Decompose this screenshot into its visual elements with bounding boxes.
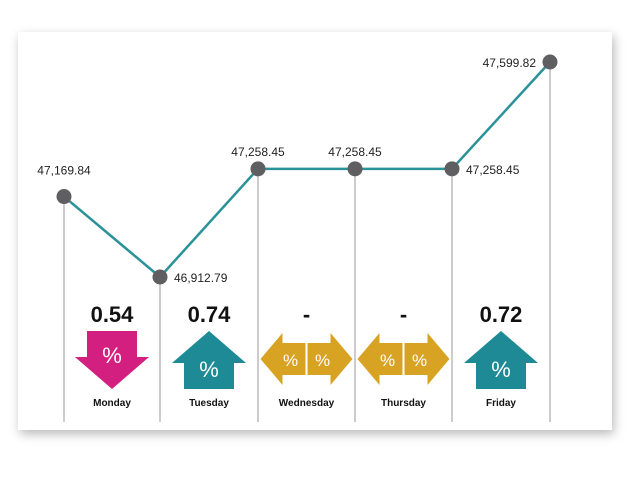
change-value-tuesday: 0.74 [188, 302, 232, 327]
up-arrow-icon [464, 331, 538, 389]
data-point-0 [56, 189, 72, 205]
percent-symbol-icon: % [102, 343, 122, 368]
day-label-friday: Friday [486, 398, 516, 409]
change-value-thursday: - [400, 302, 407, 327]
percent-symbol-icon: % [412, 351, 427, 370]
data-point-3 [347, 161, 363, 177]
percent-symbol-icon: % [315, 351, 330, 370]
value-label-4: 47,258.45 [466, 163, 520, 177]
value-label-0: 47,169.84 [37, 164, 91, 178]
data-point-1 [152, 269, 168, 285]
change-value-monday: 0.54 [91, 302, 135, 327]
right-arrow-icon [404, 333, 450, 385]
value-label-2: 47,258.45 [231, 145, 285, 159]
value-label-1: 46,912.79 [174, 271, 228, 285]
day-label-monday: Monday [93, 398, 131, 409]
change-value-friday: 0.72 [480, 302, 523, 327]
up-arrow-icon [172, 331, 246, 389]
right-arrow-icon [307, 333, 353, 385]
percent-symbol-icon: % [380, 351, 395, 370]
down-arrow-icon [75, 331, 149, 389]
value-label-3: 47,258.45 [328, 145, 382, 159]
change-value-wednesday: - [303, 302, 310, 327]
left-arrow-icon [260, 333, 306, 385]
day-label-thursday: Thursday [381, 398, 426, 409]
percent-symbol-icon: % [199, 357, 219, 382]
day-label-tuesday: Tuesday [189, 398, 229, 409]
value-label-5: 47,599.82 [483, 56, 537, 70]
data-point-2 [250, 161, 266, 177]
data-point-5 [542, 54, 558, 70]
day-label-wednesday: Wednesday [279, 398, 335, 409]
left-arrow-icon [357, 333, 403, 385]
percent-symbol-icon: % [491, 357, 511, 382]
percent-symbol-icon: % [283, 351, 298, 370]
series-line [63, 61, 551, 279]
data-point-4 [444, 161, 460, 177]
